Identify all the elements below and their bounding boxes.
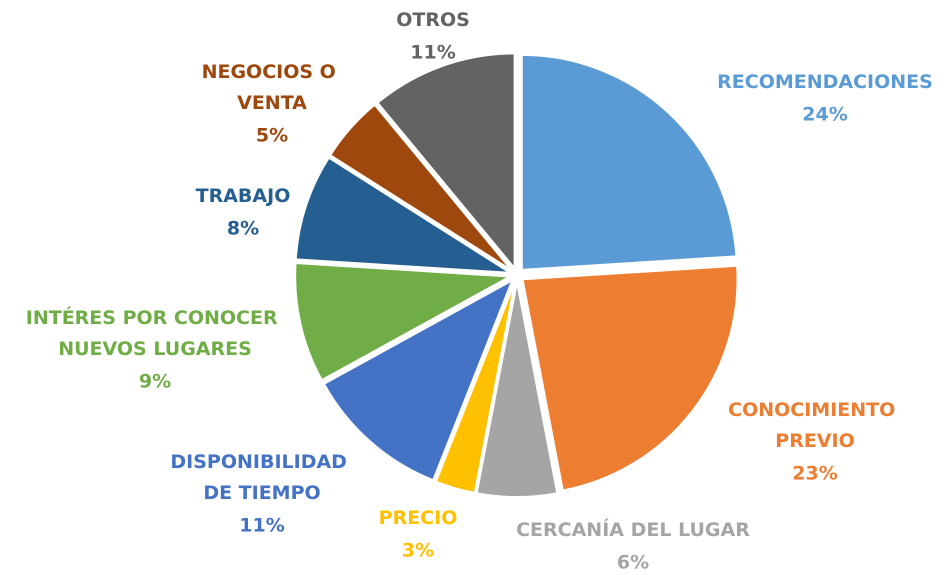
- value-label: 8%: [227, 218, 259, 240]
- pie-slice: [322, 278, 515, 482]
- pie-slice: [520, 53, 738, 271]
- value-label: 3%: [402, 540, 434, 562]
- value-label: 23%: [792, 463, 837, 485]
- pie-slice: [294, 261, 514, 382]
- pie-slice: [294, 156, 511, 274]
- category-label: NEGOCIOS O VENTA: [202, 61, 343, 114]
- value-label: 5%: [256, 125, 288, 147]
- category-label: OTROS: [396, 9, 470, 31]
- value-label: 11%: [410, 42, 455, 64]
- pie-slice: [521, 264, 739, 492]
- category-label: INTÉRES POR CONOCER NUEVOS LUGARES: [26, 306, 284, 360]
- pie-slice: [328, 103, 513, 272]
- category-label: RECOMENDACIONES: [717, 71, 933, 93]
- category-label: PRECIO: [379, 507, 458, 529]
- pie-slice: [475, 281, 559, 498]
- category-label: CONOCIMIENTO PREVIO: [728, 399, 902, 452]
- value-label: 6%: [617, 552, 649, 574]
- category-label: TRABAJO: [196, 185, 291, 207]
- pie-slice: [434, 281, 517, 495]
- category-label: DISPONIBILIDAD DE TIEMPO: [170, 451, 353, 504]
- value-label: 24%: [802, 104, 847, 126]
- pie-slice: [376, 52, 516, 272]
- value-label: 11%: [239, 515, 284, 537]
- category-label: CERCANÍA DEL LUGAR: [516, 518, 750, 541]
- value-label: 9%: [139, 371, 171, 393]
